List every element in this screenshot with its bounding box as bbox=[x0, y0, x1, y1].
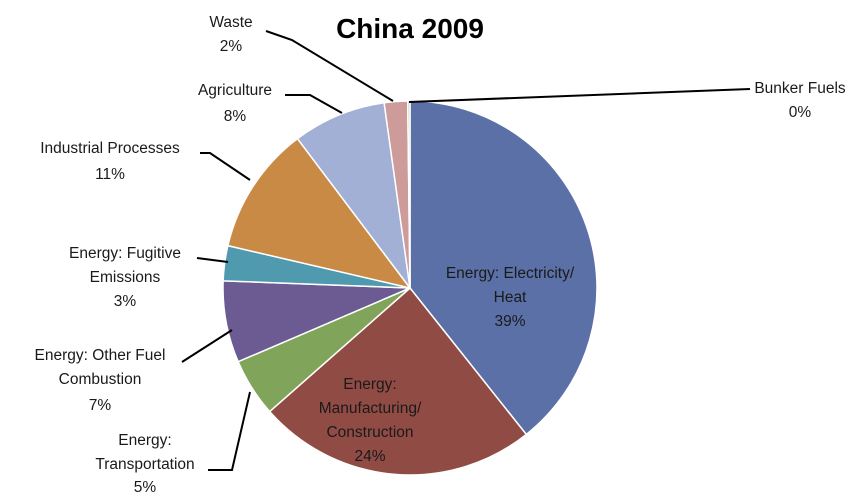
leader-line-4 bbox=[196, 257, 229, 263]
chart-title: China 2009 bbox=[336, 13, 484, 44]
slice-label-5: Industrial Processes bbox=[40, 140, 180, 157]
leader-line-6 bbox=[285, 94, 343, 114]
slice-label-line: Emissions bbox=[90, 269, 161, 286]
leader-lines bbox=[181, 30, 751, 471]
slice-labels: Energy: Electricity/Heat 39% Energy: Manufa… bbox=[35, 14, 846, 496]
slice-label-7: Waste bbox=[209, 14, 252, 31]
leader-line-8 bbox=[408, 88, 751, 103]
leader-line-7 bbox=[265, 30, 394, 102]
slice-label-line: Waste bbox=[209, 14, 252, 31]
slice-percent-7: 2% bbox=[220, 38, 243, 55]
slice-label-3: Energy: Other Fuel Combustion bbox=[35, 347, 166, 388]
slice-label-line: Heat bbox=[494, 289, 527, 306]
pie-slice-1 bbox=[268, 286, 528, 476]
slice-label-2: Energy: Transportation bbox=[95, 432, 194, 473]
slice-percent-4: 3% bbox=[114, 293, 137, 310]
slice-label-line: Bunker Fuels bbox=[754, 80, 846, 97]
slice-label-line: Transportation bbox=[95, 456, 194, 473]
pie-slices bbox=[222, 100, 598, 476]
leader-line-5 bbox=[200, 152, 251, 181]
slice-label-line: Energy: bbox=[118, 432, 171, 449]
slice-label-4: Energy: Fugitive Emissions bbox=[69, 245, 181, 286]
leader-line-2 bbox=[208, 391, 251, 471]
slice-percent-3: 7% bbox=[89, 397, 112, 414]
slice-percent-5: 11% bbox=[95, 166, 125, 183]
pie-slice-5 bbox=[226, 137, 412, 290]
slice-label-1: Energy: Manufacturing/Construction bbox=[319, 376, 422, 441]
slice-label-line: Industrial Processes bbox=[40, 140, 180, 157]
slice-label-0: Energy: Electricity/Heat bbox=[446, 265, 575, 306]
slice-percent-0: 39% bbox=[494, 313, 525, 330]
slice-percent-1: 24% bbox=[354, 448, 385, 465]
pie-slice-0 bbox=[409, 100, 598, 436]
slice-label-line: Energy: bbox=[343, 376, 396, 393]
slice-label-line: Energy: Fugitive bbox=[69, 245, 181, 262]
slice-label-line: Manufacturing/ bbox=[319, 400, 422, 417]
slice-label-6: Agriculture bbox=[198, 82, 272, 99]
slice-label-8: Bunker Fuels bbox=[754, 80, 846, 97]
slice-percent-2: 5% bbox=[134, 479, 157, 496]
slice-percent-8: 0% bbox=[789, 104, 812, 121]
slice-label-line: Energy: Electricity/ bbox=[446, 265, 575, 282]
slice-label-line: Energy: Other Fuel bbox=[35, 347, 166, 364]
slice-label-line: Combustion bbox=[59, 371, 142, 388]
pie-slice-6 bbox=[296, 101, 412, 291]
slice-label-line: Agriculture bbox=[198, 82, 272, 99]
leader-line-3 bbox=[181, 329, 233, 363]
slice-label-line: Construction bbox=[326, 424, 413, 441]
slice-percent-6: 8% bbox=[224, 108, 247, 125]
